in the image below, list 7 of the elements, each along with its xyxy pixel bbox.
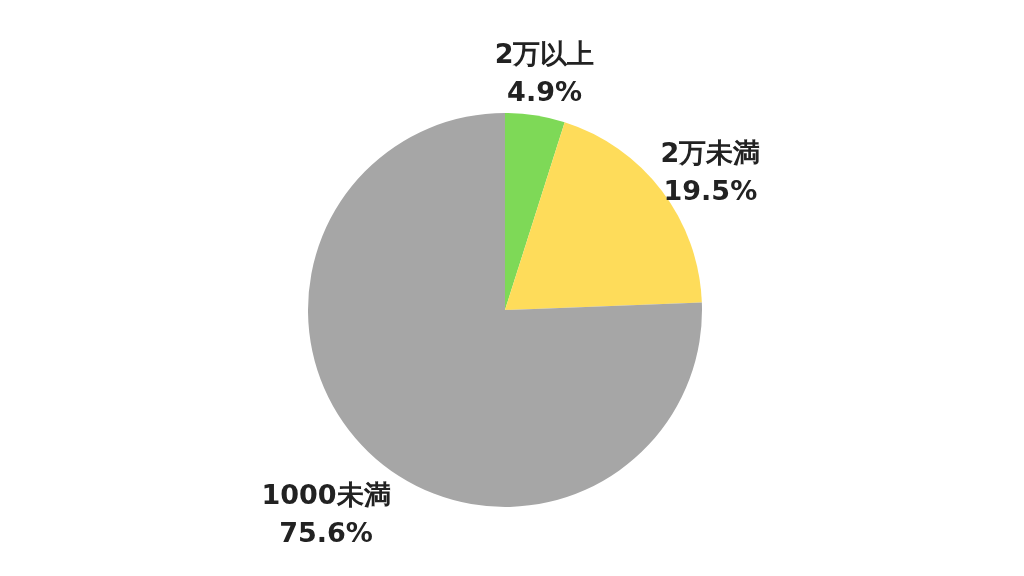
slice-label: 2万未満 [660, 136, 761, 168]
data-label: 19.5% [663, 174, 758, 206]
data-label: 75.6% [279, 516, 373, 548]
slice-label: 2万以上 [494, 38, 595, 70]
pie-slice [505, 113, 565, 310]
slice-label: 1000未満 [261, 478, 391, 510]
data-label: 4.9% [507, 76, 582, 108]
